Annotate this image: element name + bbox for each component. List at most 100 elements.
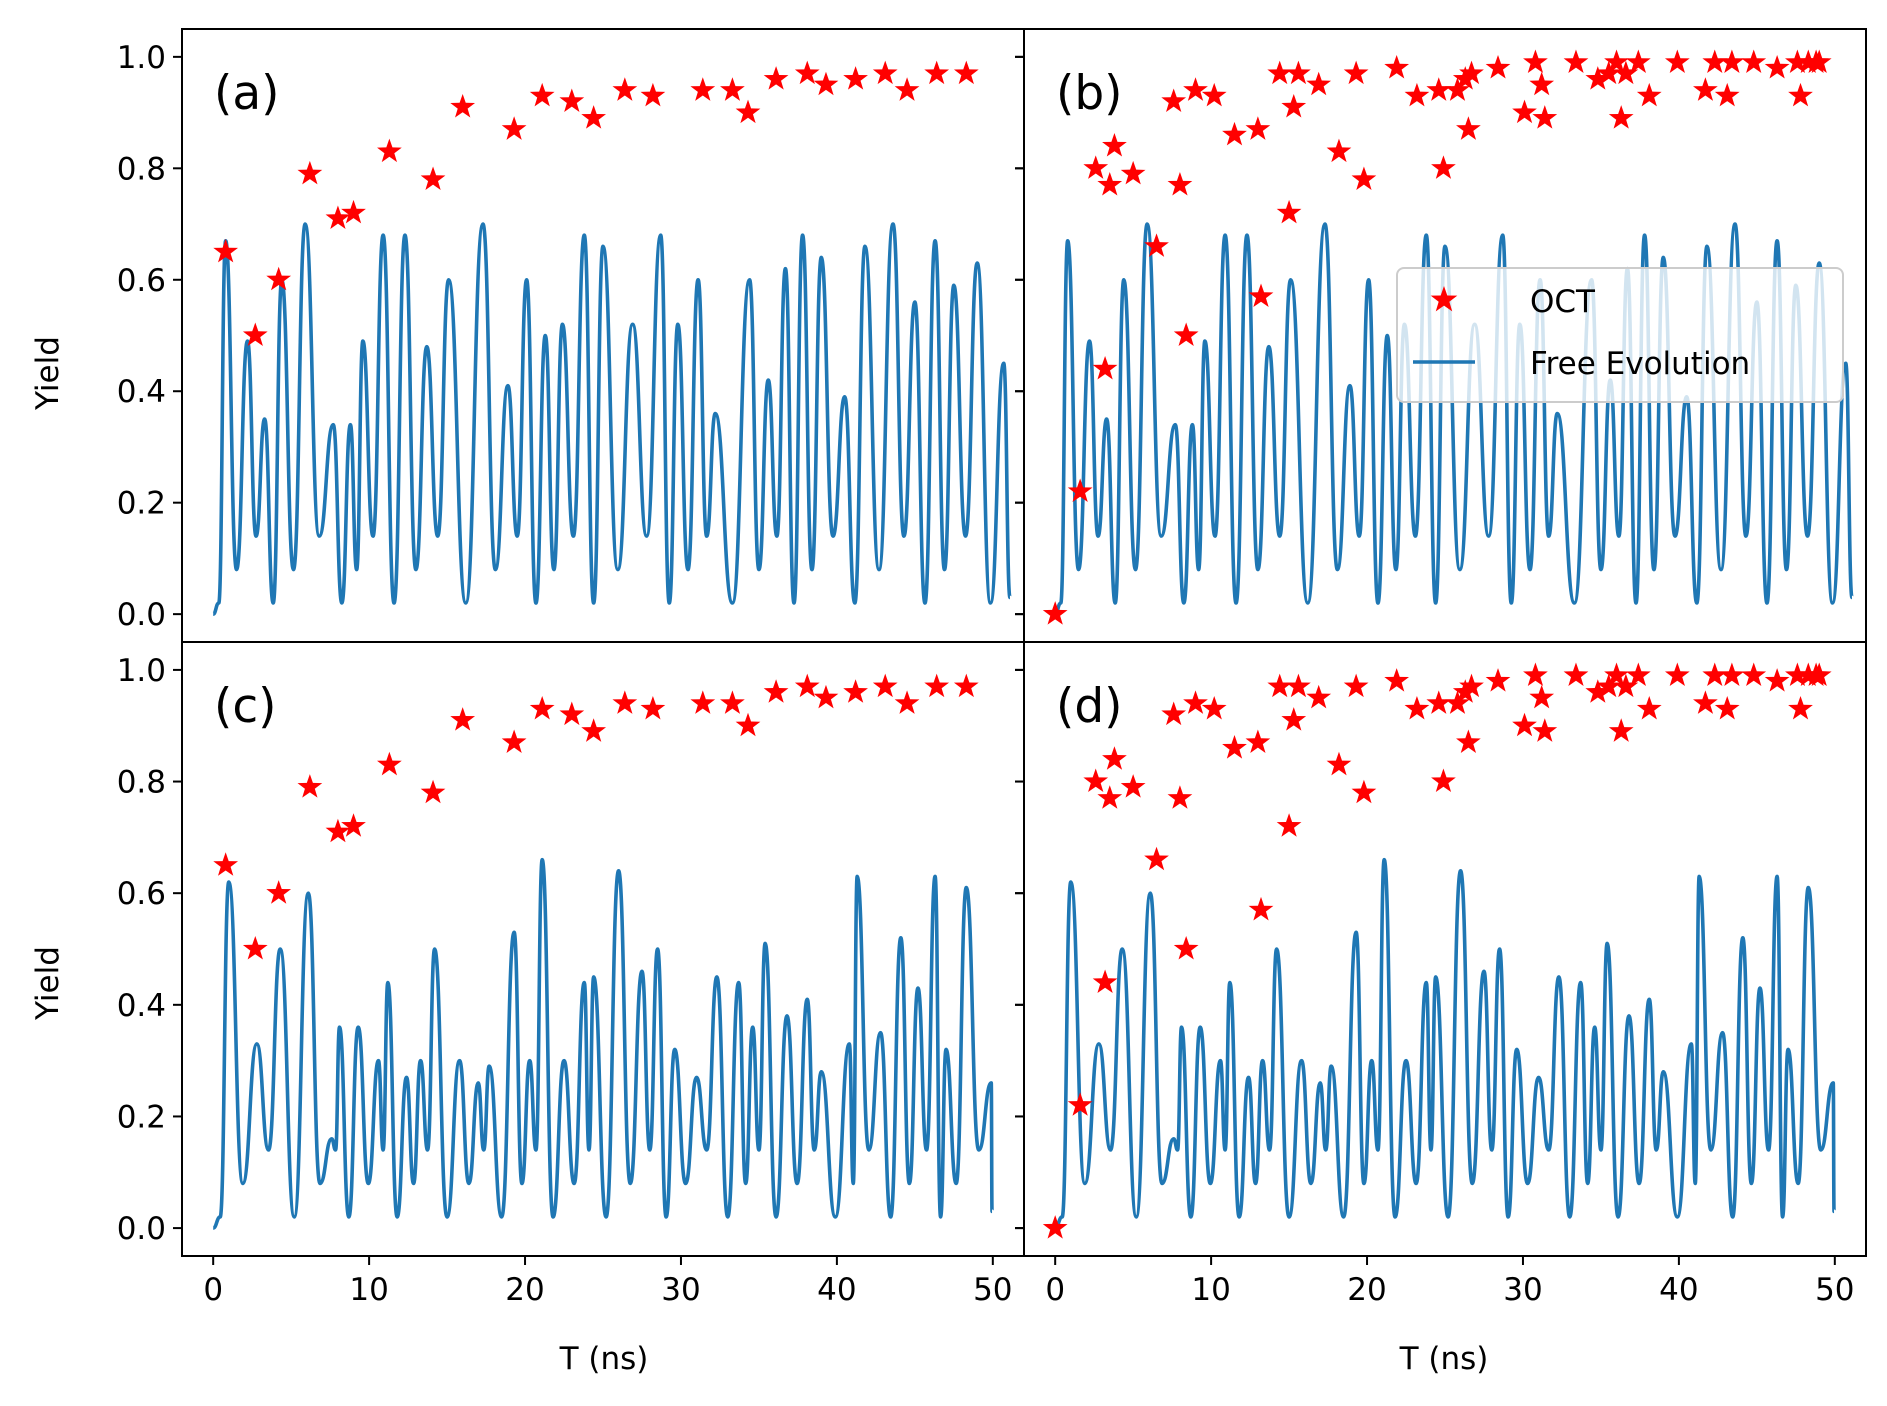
oct-point xyxy=(1404,82,1430,107)
oct-point xyxy=(1431,768,1456,793)
oct-point xyxy=(843,679,868,703)
oct-point xyxy=(1092,969,1118,994)
oct-point xyxy=(1452,66,1478,90)
oct-point xyxy=(690,690,716,714)
y-tick-label: 0.2 xyxy=(117,1099,166,1135)
x-tick-label: 0 xyxy=(1045,1272,1065,1308)
oct-point xyxy=(735,99,761,124)
oct-point xyxy=(1532,718,1558,742)
oct-point xyxy=(1608,718,1634,742)
oct-point xyxy=(1384,668,1410,692)
oct-point xyxy=(1144,846,1169,871)
oct-point xyxy=(1788,82,1813,107)
oct-point xyxy=(1083,768,1109,793)
oct-point xyxy=(1702,49,1728,73)
x-axis-label-left: T (ns) xyxy=(559,1341,649,1377)
oct-point xyxy=(1485,668,1511,692)
oct-point xyxy=(813,684,839,709)
x-tick-label: 40 xyxy=(817,1272,856,1308)
oct-point xyxy=(213,238,239,263)
oct-point xyxy=(612,690,638,714)
oct-point xyxy=(612,77,638,101)
oct-point xyxy=(213,852,239,876)
oct-point xyxy=(1604,662,1629,687)
oct-point xyxy=(581,718,607,742)
oct-point xyxy=(1664,49,1690,73)
oct-point xyxy=(1785,662,1810,687)
oct-point xyxy=(420,166,446,190)
oct-point xyxy=(1608,105,1634,129)
legend-oct-star-icon xyxy=(1430,286,1458,312)
oct-point xyxy=(813,71,839,96)
oct-point xyxy=(325,205,351,229)
oct-point xyxy=(1286,673,1311,698)
legend-box xyxy=(1396,267,1844,403)
panel-label: (a) xyxy=(214,66,279,121)
oct-point xyxy=(1161,88,1187,112)
oct-point xyxy=(1741,662,1767,687)
oct-point xyxy=(1183,690,1208,714)
oct-point xyxy=(1161,701,1187,726)
oct-point xyxy=(1042,1215,1068,1239)
oct-point xyxy=(640,695,666,720)
oct-point xyxy=(1267,60,1293,85)
y-tick-label: 0.8 xyxy=(117,151,166,187)
oct-point xyxy=(1351,166,1377,190)
oct-point xyxy=(1788,695,1813,720)
oct-point xyxy=(1625,49,1651,73)
oct-point xyxy=(1426,690,1452,714)
oct-point xyxy=(1693,690,1718,714)
oct-point xyxy=(1456,729,1481,753)
oct-point xyxy=(529,82,555,107)
oct-point xyxy=(1596,673,1622,698)
oct-point xyxy=(735,712,761,737)
x-tick-label: 0 xyxy=(203,1272,223,1308)
oct-point xyxy=(1426,77,1452,101)
oct-point xyxy=(1120,160,1146,185)
oct-point xyxy=(1613,673,1639,698)
oct-point xyxy=(1183,77,1208,101)
panel-label: (c) xyxy=(214,679,277,734)
oct-point xyxy=(640,82,666,107)
oct-point xyxy=(1404,695,1430,720)
free-evolution-line xyxy=(1054,857,1836,1230)
oct-point xyxy=(1343,60,1369,85)
oct-point xyxy=(559,88,585,112)
x-tick-label: 50 xyxy=(973,1272,1012,1308)
oct-point xyxy=(953,60,979,85)
oct-point xyxy=(1306,71,1332,96)
oct-point xyxy=(325,818,351,843)
oct-point xyxy=(1459,673,1484,698)
oct-point xyxy=(1523,49,1548,73)
oct-point xyxy=(1245,116,1271,140)
x-tick-label: 10 xyxy=(1191,1272,1230,1308)
oct-point xyxy=(1596,60,1622,85)
oct-point xyxy=(1067,1092,1093,1116)
oct-point xyxy=(1431,155,1456,179)
oct-point xyxy=(420,779,446,804)
x-tick-label: 50 xyxy=(1815,1272,1854,1308)
oct-point xyxy=(1456,116,1481,140)
x-tick-label: 20 xyxy=(505,1272,544,1308)
oct-point xyxy=(1276,199,1302,224)
oct-point xyxy=(872,673,898,698)
oct-point xyxy=(529,695,555,720)
oct-point xyxy=(1248,896,1274,921)
oct-point xyxy=(581,105,607,129)
oct-point xyxy=(341,199,366,224)
oct-point xyxy=(1173,936,1199,960)
oct-point xyxy=(894,690,920,714)
oct-point xyxy=(1102,746,1127,770)
oct-point xyxy=(341,813,366,837)
oct-point xyxy=(1523,662,1548,687)
legend-free-label: Free Evolution xyxy=(1530,346,1750,382)
oct-point xyxy=(1445,77,1470,101)
oct-point xyxy=(1563,49,1589,73)
oct-point xyxy=(1144,233,1169,257)
x-tick-label: 30 xyxy=(1503,1272,1542,1308)
x-tick-label: 20 xyxy=(1347,1272,1386,1308)
oct-point xyxy=(1613,60,1639,85)
oct-point xyxy=(1248,283,1274,308)
oct-point xyxy=(1764,668,1790,692)
oct-point xyxy=(1097,785,1123,809)
